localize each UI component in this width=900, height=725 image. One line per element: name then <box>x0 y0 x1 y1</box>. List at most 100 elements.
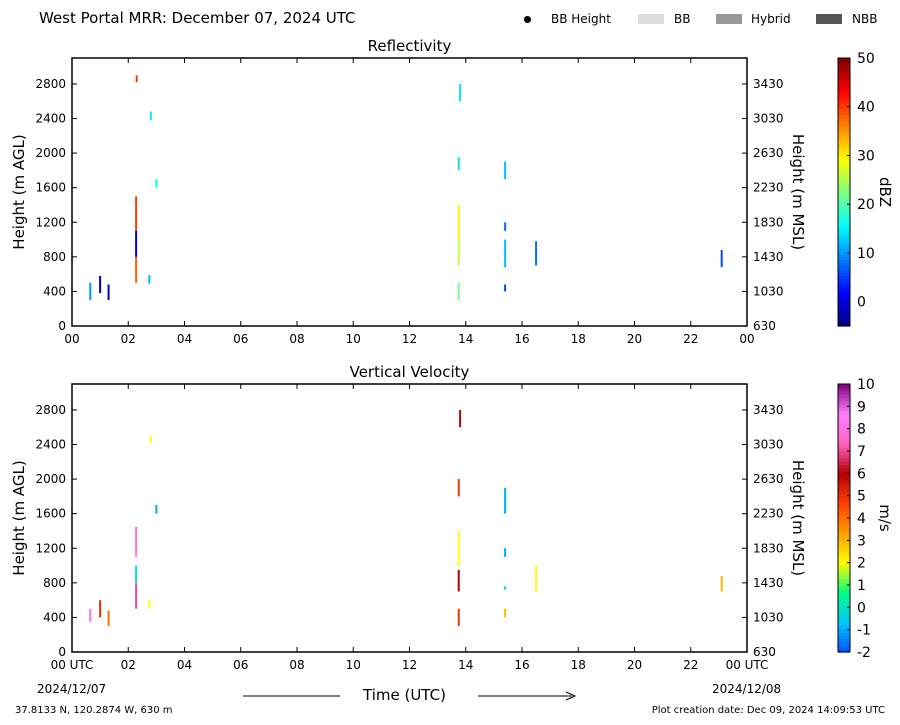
colorbar-band <box>838 81 850 86</box>
colorbar-band <box>838 292 850 297</box>
colorbar-band <box>838 222 850 227</box>
colorbar-band <box>838 457 850 462</box>
colorbar-band <box>838 269 850 273</box>
colorbar-band <box>838 282 850 287</box>
x-tick-label: 00 UTC <box>726 658 769 672</box>
start-date: 2024/12/07 <box>37 682 107 696</box>
colorbar-band <box>838 319 850 324</box>
colorbar-band <box>838 118 850 123</box>
colorbar-band <box>838 125 850 129</box>
colorbar-band <box>838 131 850 136</box>
colorbar-band <box>838 128 850 133</box>
plot-frame-reflectivity <box>71 57 748 327</box>
colorbar-band <box>838 309 850 314</box>
colorbar-band <box>838 588 850 593</box>
data-segment-reflectivity <box>459 83 462 102</box>
colorbar-band <box>838 531 850 536</box>
colorbar-band <box>838 564 850 569</box>
colorbar-band <box>838 215 850 220</box>
colorbar-band <box>838 74 850 79</box>
y-axis-label-right-velocity: Height (m MSL) <box>789 460 807 576</box>
y-tick-label-right: 630 <box>753 319 776 333</box>
y-tick-label-right: 1430 <box>753 576 784 590</box>
colorbar-tick-label: 20 <box>857 197 875 213</box>
colorbar-band <box>838 528 850 532</box>
colorbar-band <box>838 68 850 72</box>
data-segment-reflectivity <box>535 241 538 266</box>
y-tick-label-right: 1830 <box>753 215 784 229</box>
y-tick-label: 800 <box>43 250 66 264</box>
colorbar-band <box>838 205 850 210</box>
colorbar-band <box>838 78 850 83</box>
legend-swatch-hybrid <box>716 14 742 24</box>
data-segment-reflectivity <box>504 161 507 180</box>
colorbar-band <box>838 155 850 160</box>
colorbar-band <box>838 265 850 270</box>
y-tick-label-right: 1830 <box>753 541 784 555</box>
colorbar-band <box>838 558 850 563</box>
y-tick-label-right: 1030 <box>753 284 784 298</box>
colorbar-band <box>838 88 850 93</box>
station-coordinates: 37.8133 N, 120.2874 W, 630 m <box>15 705 173 716</box>
y-tick-label: 0 <box>58 319 66 333</box>
colorbar-band <box>838 561 850 566</box>
data-segment-velocity <box>457 479 460 497</box>
data-segment-reflectivity <box>720 249 723 268</box>
colorbar-band <box>838 198 850 203</box>
colorbar-band <box>838 417 850 422</box>
y-axis-label-right-reflectivity: Height (m MSL) <box>789 134 807 250</box>
y-tick-label: 1600 <box>35 507 66 521</box>
colorbar-band <box>838 635 850 640</box>
colorbar-band <box>838 544 850 549</box>
colorbar-band <box>838 192 850 196</box>
colorbar-frame-reflectivity <box>837 57 851 327</box>
colorbar-band <box>838 64 850 69</box>
data-segment-reflectivity <box>99 275 102 294</box>
y-tick-label: 400 <box>43 284 66 298</box>
y-tick-label-right: 1030 <box>753 610 784 624</box>
colorbar-band <box>838 507 850 512</box>
colorbar-tick-label: 6 <box>857 466 866 482</box>
data-segment-reflectivity <box>457 204 460 240</box>
data-segment-reflectivity <box>504 239 507 268</box>
colorbar-tick-label: 7 <box>857 444 866 460</box>
colorbar-band <box>838 514 850 519</box>
data-segment-reflectivity <box>155 179 158 188</box>
colorbar-band <box>838 275 850 280</box>
colorbar-band <box>838 400 850 405</box>
colorbar-band <box>838 434 850 439</box>
colorbar-band <box>838 255 850 260</box>
colorbar-band <box>838 491 850 496</box>
colorbar-band <box>838 104 850 109</box>
x-tick-label: 08 <box>289 658 304 672</box>
data-segment-velocity <box>99 600 102 618</box>
x-tick-label: 18 <box>571 658 586 672</box>
colorbar-band <box>838 195 850 200</box>
colorbar-band <box>838 202 850 206</box>
data-segment-reflectivity <box>89 282 92 301</box>
colorbar-band <box>838 272 850 277</box>
x-tick-label: 16 <box>514 658 529 672</box>
colorbar-band <box>838 638 850 643</box>
colorbar-tick-label: 10 <box>857 246 875 262</box>
y-tick-label-right: 1430 <box>753 250 784 264</box>
colorbar-band <box>838 98 850 103</box>
colorbar-band <box>838 188 850 193</box>
x-tick-label: 14 <box>458 658 473 672</box>
colorbar-band <box>838 178 850 183</box>
colorbar-tick-label: 5 <box>857 489 866 505</box>
colorbar-band <box>838 618 850 623</box>
colorbar-band <box>838 151 850 156</box>
x-tick-label: 08 <box>289 332 304 346</box>
x-tick-label: 04 <box>177 332 192 346</box>
colorbar-tick-label: 3 <box>857 533 866 549</box>
data-segment-velocity <box>135 582 138 609</box>
colorbar-band <box>838 511 850 516</box>
colorbar-band <box>838 84 850 89</box>
colorbar-band <box>838 212 850 217</box>
colorbar-band <box>838 225 850 230</box>
data-segment-velocity <box>148 600 151 609</box>
colorbar-band <box>838 454 850 459</box>
colorbar-band <box>838 648 850 653</box>
x-tick-label: 00 <box>739 332 754 346</box>
